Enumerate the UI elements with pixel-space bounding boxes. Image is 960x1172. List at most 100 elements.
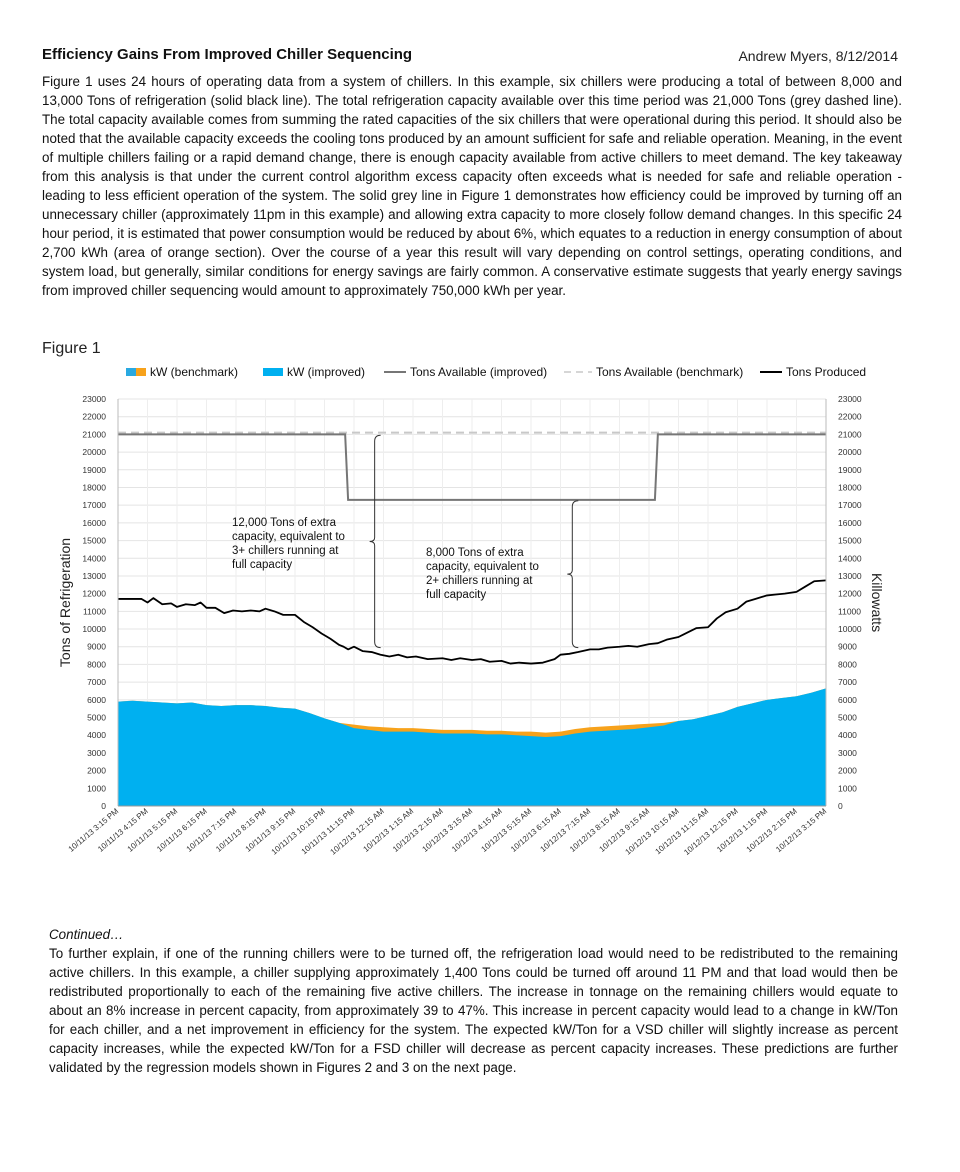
x-tick-label: 10/11/13 4:15 PM bbox=[96, 806, 150, 853]
y-tick-label-left: 14000 bbox=[82, 553, 106, 563]
x-tick-label: 10/12/13 3:15 AM bbox=[420, 806, 474, 853]
tons-available-improved-line bbox=[118, 433, 826, 501]
x-tick-label: 10/12/13 12:15 AM bbox=[329, 806, 386, 856]
y-tick-label-right: 8000 bbox=[838, 659, 857, 669]
y-tick-label-right: 11000 bbox=[838, 606, 861, 616]
annotation-text: 8,000 Tons of extra bbox=[426, 547, 524, 559]
legend-swatch-benchmark-orange bbox=[136, 368, 146, 376]
annotation-text: 3+ chillers running at bbox=[232, 545, 339, 557]
y-tick-label-left: 4000 bbox=[87, 730, 106, 740]
page-title: Efficiency Gains From Improved Chiller S… bbox=[42, 46, 413, 63]
annotation-text: full capacity bbox=[232, 559, 292, 571]
x-tick-label: 10/12/13 4:15 AM bbox=[450, 806, 504, 853]
y-tick-label-right: 0 bbox=[838, 801, 843, 811]
author-date: Andrew Myers, 8/12/2014 bbox=[738, 48, 898, 64]
y-tick-label-left: 11000 bbox=[83, 606, 106, 616]
y-tick-label-right: 12000 bbox=[838, 589, 862, 599]
y-tick-label-left: 12000 bbox=[82, 589, 106, 599]
y-tick-label-right: 23000 bbox=[838, 394, 862, 404]
x-tick-label: 10/12/13 3:15 PM bbox=[774, 806, 828, 854]
y-tick-label-right: 2000 bbox=[838, 766, 857, 776]
y-tick-label-left: 3000 bbox=[87, 748, 106, 758]
y-tick-label-left: 21000 bbox=[82, 429, 106, 439]
y-tick-label-left: 13000 bbox=[82, 571, 106, 581]
annotation-text: 12,000 Tons of extra bbox=[232, 517, 337, 529]
y-tick-label-left: 20000 bbox=[82, 447, 106, 457]
y-tick-label-right: 19000 bbox=[838, 465, 862, 475]
y-tick-label-right: 18000 bbox=[838, 482, 862, 492]
legend-label: Tons Produced bbox=[786, 365, 866, 379]
chart-legend: kW (benchmark) kW (improved) Tons Availabl… bbox=[126, 365, 866, 379]
y-axis-title-left: Tons of Refrigeration bbox=[57, 538, 73, 667]
legend-label: Tons Available (improved) bbox=[410, 365, 547, 379]
continued-paragraph: To further explain, if one of the runnin… bbox=[49, 946, 898, 1075]
x-tick-label: 10/11/13 6:15 PM bbox=[155, 806, 209, 853]
x-tick-label: 10/12/13 8:15 AM bbox=[568, 806, 622, 853]
y-tick-label-right: 3000 bbox=[838, 748, 857, 758]
y-tick-label-left: 1000 bbox=[87, 783, 106, 793]
y-tick-label-left: 23000 bbox=[82, 394, 106, 404]
y-tick-label-left: 17000 bbox=[82, 500, 106, 510]
intro-paragraph: Figure 1 uses 24 hours of operating data… bbox=[42, 74, 902, 298]
figure-1-chart: kW (benchmark) kW (improved) Tons Availabl… bbox=[57, 365, 885, 857]
x-tick-label: 10/12/13 5:15 AM bbox=[479, 806, 533, 853]
x-tick-label: 10/11/13 7:15 PM bbox=[185, 806, 239, 853]
annotation-brace bbox=[369, 434, 381, 649]
legend-label: kW (improved) bbox=[287, 365, 365, 379]
y-tick-label-right: 4000 bbox=[838, 730, 857, 740]
annotation-text: capacity, equivalent to bbox=[426, 561, 539, 573]
y-tick-label-left: 0 bbox=[101, 801, 106, 811]
y-tick-label-right: 20000 bbox=[838, 447, 862, 457]
x-tick-label: 10/11/13 11:15 PM bbox=[300, 806, 357, 856]
y-tick-label-right: 14000 bbox=[838, 553, 862, 563]
annotation-text: capacity, equivalent to bbox=[232, 531, 345, 543]
y-tick-label-right: 6000 bbox=[838, 695, 857, 705]
y-tick-label-left: 16000 bbox=[82, 518, 106, 528]
x-tick-label: 10/12/13 12:15 PM bbox=[682, 806, 740, 857]
y-tick-label-left: 2000 bbox=[87, 766, 106, 776]
tons-produced-line bbox=[118, 579, 827, 665]
chart-areas bbox=[118, 688, 826, 806]
y-tick-label-left: 15000 bbox=[82, 536, 106, 546]
y-tick-label-right: 17000 bbox=[838, 500, 862, 510]
annotation-text: 2+ chillers running at bbox=[426, 575, 533, 587]
y-tick-label-right: 5000 bbox=[838, 713, 857, 723]
x-tick-label: 10/11/13 5:15 PM bbox=[126, 806, 180, 853]
y-tick-label-right: 1000 bbox=[838, 783, 857, 793]
y-tick-label-left: 19000 bbox=[82, 465, 106, 475]
legend-label: kW (benchmark) bbox=[150, 365, 238, 379]
annotation-brace bbox=[567, 500, 579, 649]
x-tick-label: 10/12/13 1:15 AM bbox=[361, 806, 415, 853]
x-tick-label: 10/11/13 10:15 PM bbox=[270, 806, 327, 856]
y-axis-title-right: Killowatts bbox=[869, 573, 885, 632]
y-tick-label-left: 6000 bbox=[87, 695, 106, 705]
legend-label: Tons Available (benchmark) bbox=[596, 365, 743, 379]
x-tick-label: 10/11/13 8:15 PM bbox=[214, 806, 268, 853]
y-tick-label-left: 22000 bbox=[82, 412, 106, 422]
x-tick-label: 10/12/13 1:15 PM bbox=[715, 806, 769, 854]
legend-swatch-improved bbox=[263, 368, 283, 376]
legend-swatch-benchmark-blue bbox=[126, 368, 136, 376]
y-tick-label-left: 7000 bbox=[87, 677, 106, 687]
y-tick-label-right: 22000 bbox=[838, 412, 862, 422]
figure-label: Figure 1 bbox=[42, 340, 101, 357]
y-tick-label-right: 7000 bbox=[838, 677, 857, 687]
y-tick-label-right: 16000 bbox=[838, 518, 862, 528]
x-tick-label: 10/12/13 7:15 AM bbox=[538, 806, 592, 853]
x-tick-label: 10/12/13 2:15 PM bbox=[745, 806, 799, 854]
chart-lines bbox=[118, 431, 827, 665]
y-tick-label-left: 18000 bbox=[82, 482, 106, 492]
chart-annotations: 12,000 Tons of extra capacity, equivalent… bbox=[232, 434, 579, 649]
x-tick-label: 10/12/13 11:15 AM bbox=[653, 806, 710, 856]
y-tick-label-left: 10000 bbox=[82, 624, 106, 634]
annotation-text: full capacity bbox=[426, 589, 486, 601]
y-tick-label-right: 21000 bbox=[838, 429, 862, 439]
y-tick-label-right: 10000 bbox=[838, 624, 862, 634]
continued-heading: Continued… bbox=[49, 927, 124, 942]
y-tick-label-right: 9000 bbox=[838, 642, 857, 652]
y-tick-label-right: 13000 bbox=[838, 571, 862, 581]
x-tick-label: 10/11/13 9:15 PM bbox=[244, 806, 298, 853]
x-tick-label: 10/12/13 6:15 AM bbox=[509, 806, 563, 853]
y-tick-label-left: 8000 bbox=[87, 659, 106, 669]
x-tick-label: 10/12/13 2:15 AM bbox=[391, 806, 445, 853]
